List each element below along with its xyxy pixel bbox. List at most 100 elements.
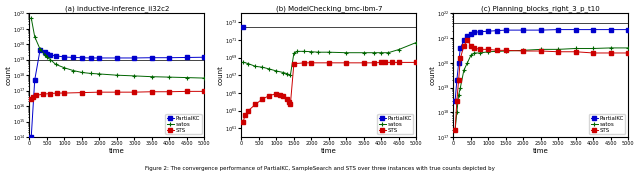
satos — [451, 129, 459, 131]
satos — [294, 50, 301, 52]
STS — [625, 52, 632, 54]
Line: STS: STS — [241, 61, 418, 124]
satos — [467, 54, 475, 56]
STS — [54, 92, 61, 94]
PartialKC — [554, 29, 562, 31]
STS — [554, 51, 562, 53]
PartialKC — [42, 51, 49, 53]
satos — [502, 50, 509, 52]
satos — [589, 47, 597, 49]
STS — [360, 62, 367, 64]
STS — [283, 98, 291, 100]
satos — [360, 52, 367, 54]
PartialKC — [470, 31, 478, 33]
STS — [607, 52, 614, 54]
PartialKC — [572, 29, 580, 31]
STS — [412, 61, 420, 63]
X-axis label: time: time — [109, 148, 125, 154]
satos — [607, 47, 614, 49]
PartialKC — [467, 33, 475, 35]
PartialKC — [78, 57, 86, 59]
STS — [290, 63, 298, 65]
PartialKC — [43, 53, 51, 55]
PartialKC — [200, 56, 208, 58]
satos — [453, 111, 461, 113]
STS — [520, 50, 527, 52]
Line: STS: STS — [453, 39, 630, 131]
satos — [200, 77, 208, 79]
PartialKC — [456, 47, 464, 49]
PartialKC — [451, 99, 459, 102]
PartialKC — [625, 29, 632, 31]
STS — [78, 92, 86, 94]
STS — [61, 92, 68, 94]
STS — [395, 61, 403, 63]
STS — [308, 62, 316, 64]
STS — [95, 91, 103, 93]
PartialKC — [61, 56, 68, 58]
STS — [183, 90, 191, 92]
satos — [325, 51, 333, 53]
STS — [40, 93, 47, 95]
satos — [36, 48, 44, 50]
satos — [572, 47, 580, 49]
STS — [342, 62, 350, 64]
satos — [342, 52, 350, 54]
STS — [572, 51, 580, 53]
PartialKC — [453, 79, 461, 81]
PartialKC — [520, 29, 527, 31]
PartialKC — [148, 57, 156, 59]
satos — [371, 52, 378, 54]
PartialKC — [493, 30, 501, 32]
satos — [252, 65, 259, 67]
Y-axis label: count: count — [6, 65, 12, 85]
satos — [148, 76, 156, 78]
satos — [113, 74, 121, 76]
satos — [78, 71, 86, 74]
satos — [283, 73, 291, 75]
Line: satos: satos — [241, 40, 419, 78]
PartialKC — [476, 31, 483, 33]
satos — [244, 63, 252, 65]
STS — [371, 62, 378, 64]
STS — [280, 95, 287, 97]
STS — [537, 50, 545, 52]
PartialKC — [537, 29, 545, 31]
satos — [455, 94, 463, 96]
STS — [460, 44, 468, 47]
satos — [69, 70, 77, 72]
satos — [52, 63, 60, 65]
satos — [456, 86, 464, 89]
STS — [451, 129, 459, 131]
satos — [28, 17, 35, 19]
PartialKC — [589, 29, 597, 31]
Line: STS: STS — [29, 90, 206, 101]
STS — [378, 61, 385, 63]
satos — [476, 52, 483, 54]
satos — [314, 51, 322, 53]
PartialKC — [183, 56, 191, 58]
satos — [131, 75, 138, 77]
satos — [625, 47, 632, 49]
satos — [301, 50, 308, 52]
satos — [61, 67, 68, 69]
STS — [166, 91, 173, 93]
PartialKC — [502, 29, 509, 31]
PartialKC — [69, 56, 77, 58]
PartialKC — [455, 62, 463, 64]
STS — [131, 91, 138, 93]
Line: satos: satos — [452, 45, 630, 132]
Y-axis label: count: count — [218, 65, 223, 85]
satos — [47, 59, 54, 61]
STS — [287, 103, 294, 105]
PartialKC — [95, 57, 103, 59]
STS — [266, 94, 273, 97]
satos — [463, 62, 471, 64]
Text: Figure 2: The convergence performance of PartialKC, SampleSearch and STS over th: Figure 2: The convergence performance of… — [145, 166, 495, 171]
STS — [148, 91, 156, 93]
Y-axis label: count: count — [429, 65, 435, 85]
satos — [31, 36, 38, 38]
satos — [554, 48, 562, 50]
STS — [456, 57, 464, 60]
STS — [388, 61, 396, 63]
